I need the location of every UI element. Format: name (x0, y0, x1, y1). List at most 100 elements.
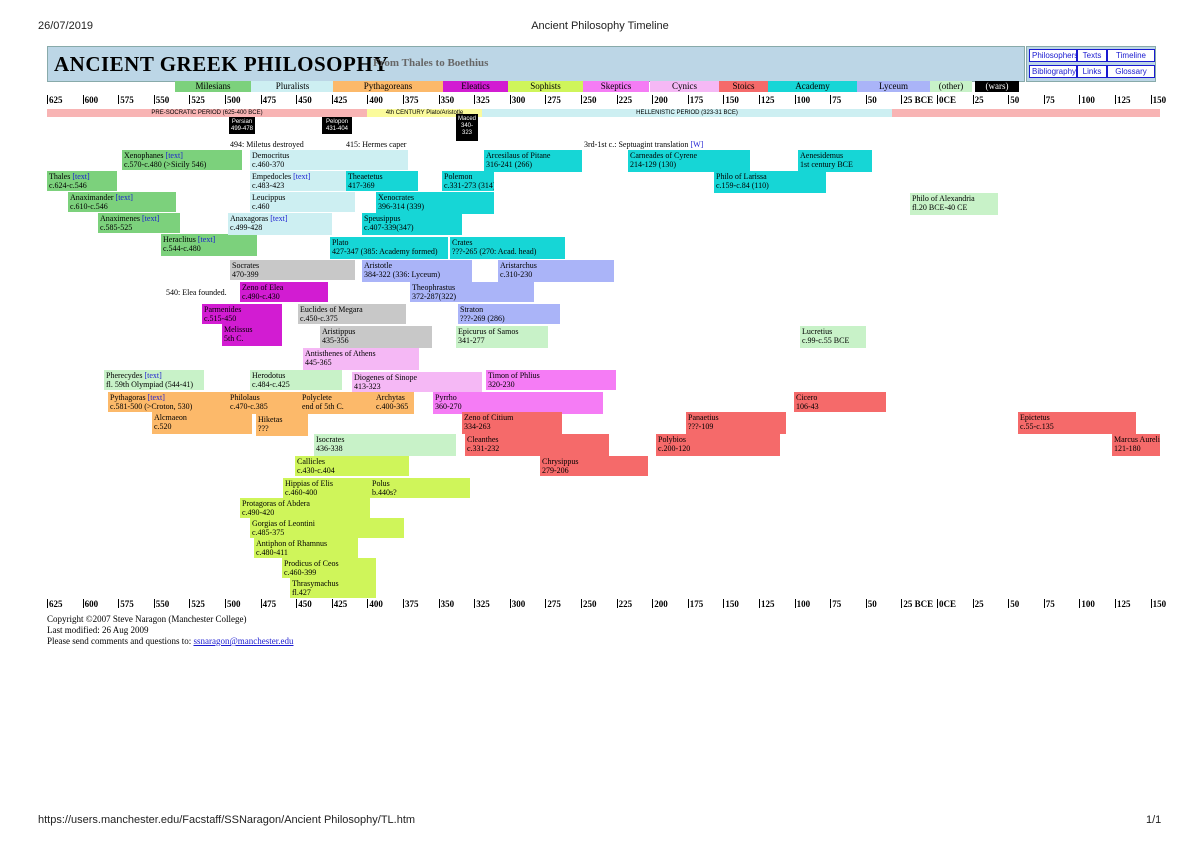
philosopher-name-text: Carneades of Cyrene (630, 151, 698, 160)
philosopher-bar: Pherecydes [text] fl. 59th Olympiad (544-… (104, 370, 204, 390)
philosopher-name-text: Aristotle (364, 261, 392, 270)
philosopher-name: Anaxagoras [text] (230, 214, 330, 223)
philosopher-dates: c.585-525 (100, 223, 133, 232)
scale-tick: 450 (298, 599, 312, 609)
philosopher-name: Philo of Larissa (716, 172, 824, 181)
period-roman-band (892, 109, 1160, 117)
scale-tick: 125 (761, 95, 775, 105)
philosopher-name: Leucippus (252, 193, 353, 202)
philosopher-name: Alcmaeon (154, 413, 250, 422)
scale-tick: 475 (262, 599, 277, 609)
philosopher-dates: 435-356 (322, 336, 349, 345)
scale-tick: 175 (689, 599, 704, 609)
philosopher-dates: end of 5th C. (302, 402, 344, 411)
philosopher-name: Polus (372, 479, 468, 488)
email-link[interactable]: ssnaragon@manchester.edu (193, 636, 294, 646)
legend-cynics: Cynics (650, 81, 719, 92)
scale-tick: 350 (440, 599, 455, 609)
copyright: Copyright ©2007 Steve Naragon (Mancheste… (47, 614, 247, 624)
philosopher-dates: 413-323 (354, 382, 381, 391)
text-link[interactable]: [text] (72, 172, 90, 181)
philosopher-name-text: Pyrrho (435, 393, 457, 402)
philosopher-name: Protagoras of Abdera (242, 499, 368, 508)
philosopher-dates: 384-322 (336: Lyceum) (364, 270, 440, 279)
scale-tick: 125 (761, 599, 775, 609)
nav-links-link[interactable]: Links (1077, 65, 1107, 78)
philosopher-bar: Anaximander [text] c.610-c.546 (68, 192, 176, 212)
philosopher-dates: c.460-399 (284, 568, 317, 577)
philosopher-bar: Euclides of Megara c.450-c.375 (298, 304, 406, 324)
philosopher-name: Anaximander [text] (70, 193, 174, 202)
philosopher-dates: 396-314 (339) (378, 202, 424, 211)
contact-line: Please send comments and questions to: s… (47, 636, 294, 646)
philosopher-dates: c.480-411 (256, 548, 288, 557)
philosopher-name-text: Plato (332, 238, 349, 247)
philosopher-name-text: Democritus (252, 151, 290, 160)
nav-bibliography-link[interactable]: Bibliography (1029, 65, 1077, 78)
philosopher-name-text: Antiphon of Rhamnus (256, 539, 328, 548)
scale-tick: 75 (1045, 95, 1055, 105)
philosopher-bar: Heraclitus [text] c.544-c.480 (161, 234, 257, 256)
scale-tick: 150 (1152, 599, 1167, 609)
philosopher-name: Melissus (224, 325, 280, 334)
philosopher-name-text: Herodotus (252, 371, 286, 380)
philosopher-name: Polemon (444, 172, 492, 181)
war-macedonian: Maced 340-323 (456, 114, 478, 141)
wikipedia-link[interactable]: [W] (690, 140, 704, 149)
philosopher-dates: ???-269 (286) (460, 314, 505, 323)
text-link[interactable]: [text] (147, 393, 165, 402)
philosopher-name: Polyclete (302, 393, 380, 402)
philosopher-dates: 279-206 (542, 466, 569, 475)
text-link[interactable]: [text] (144, 371, 162, 380)
philosopher-name: Theaetetus (348, 172, 416, 181)
philosopher-bar: Pythagoras [text] c.581-500 (>Croton, 530… (108, 392, 256, 412)
philosopher-bar: Democritus c.460-370 (250, 150, 408, 170)
philosopher-name: Aristotle (364, 261, 470, 270)
philosopher-bar: Chrysippus 279-206 (540, 456, 648, 476)
nav-glossary-link[interactable]: Glossary (1107, 65, 1155, 78)
philosopher-dates: c.450-c.375 (300, 314, 338, 323)
scale-tick: 75 (832, 599, 842, 609)
philosopher-name-text: Polemon (444, 172, 473, 181)
philosopher-dates: 214-129 (130) (630, 160, 676, 169)
philosopher-dates: c.499-428 (230, 223, 263, 232)
scale-tick: 125 (1117, 599, 1131, 609)
scale-tick: 50 (867, 95, 877, 105)
scale-tick: 625 (49, 599, 63, 609)
philosopher-name-text: Euclides of Megara (300, 305, 363, 314)
philosopher-dates: c.570-c.480 (>Sicily 546) (124, 160, 207, 169)
nav-texts-link[interactable]: Texts (1077, 49, 1107, 62)
philosopher-bar: Socrates 470-399 (230, 260, 355, 280)
philosopher-name: Philo of Alexandria (912, 194, 996, 203)
philosopher-bar: Philo of Alexandria fl.20 BCE-40 CE (910, 193, 998, 215)
philosopher-bar: Diogenes of Sinope 413-323 (352, 372, 482, 392)
philosopher-name: Pherecydes [text] (106, 371, 202, 380)
philosopher-bar: Cleanthes c.331-232 (465, 434, 609, 456)
philosopher-dates: c.483-423 (252, 181, 285, 190)
scale-tick: 575 (120, 95, 134, 105)
philosopher-dates: ???-109 (688, 422, 714, 431)
period-fourth-century: 4th CENTURY Plato/Aristotle (367, 109, 482, 117)
text-link[interactable]: [text] (115, 193, 133, 202)
text-link[interactable]: [text] (270, 214, 288, 223)
nav-philosophers-link[interactable]: Philosophers (1029, 49, 1078, 62)
scale-tick: 125 (1117, 95, 1131, 105)
philosopher-name-text: Aristippus (322, 327, 356, 336)
philosopher-dates: 427-347 (385: Academy formed) (332, 247, 438, 256)
philosopher-name-text: Parmenides (204, 305, 242, 314)
text-link[interactable]: [text] (142, 214, 160, 223)
war-dates: 431-404 (325, 126, 349, 132)
philosopher-name: Epictetus (1020, 413, 1134, 422)
nav-timeline-link[interactable]: Timeline (1107, 49, 1155, 62)
text-link[interactable]: [text] (197, 235, 216, 244)
text-link[interactable]: [text] (293, 172, 311, 181)
philosopher-name-text: Zeno of Elea (242, 283, 284, 292)
philosopher-name: Socrates (232, 261, 353, 270)
scale-tick: 200 (654, 95, 668, 105)
text-link[interactable]: [text] (165, 151, 183, 160)
philosopher-dates: c.490-420 (242, 508, 275, 517)
event-miletus: 494: Miletus destroyed (230, 140, 304, 149)
scale-tick: 25 BCE (903, 95, 934, 105)
philosopher-name-text: Anaximenes (100, 214, 140, 223)
legend-wars: (wars) (975, 81, 1019, 92)
